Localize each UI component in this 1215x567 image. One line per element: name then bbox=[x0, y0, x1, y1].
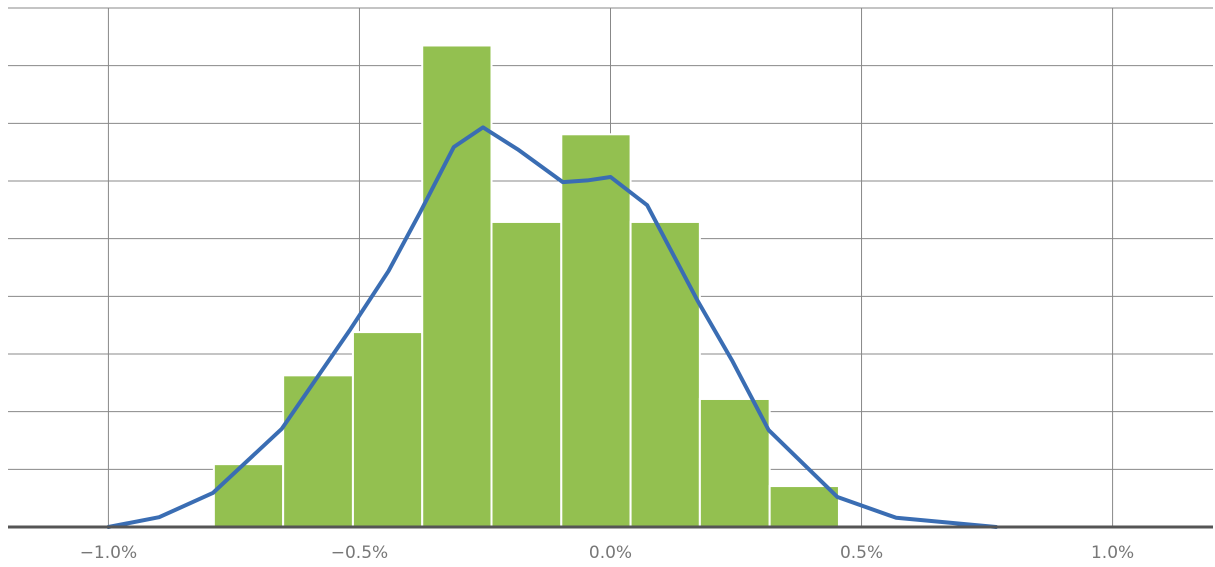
bar bbox=[490, 220, 563, 528]
bar bbox=[282, 374, 354, 528]
x-tick-label: 1.0% bbox=[1091, 543, 1134, 563]
bar bbox=[768, 485, 840, 529]
bar bbox=[698, 397, 771, 529]
bar bbox=[629, 220, 701, 528]
x-tick-label: 0.5% bbox=[840, 543, 883, 563]
bar bbox=[351, 331, 424, 528]
bar bbox=[212, 463, 285, 529]
bar bbox=[421, 44, 493, 528]
x-tick-label: 0.0% bbox=[589, 543, 632, 563]
x-tick-label: −0.5% bbox=[331, 543, 388, 563]
x-tick-label: −1.0% bbox=[80, 543, 137, 563]
density-line bbox=[106, 125, 999, 529]
bar bbox=[560, 133, 632, 528]
